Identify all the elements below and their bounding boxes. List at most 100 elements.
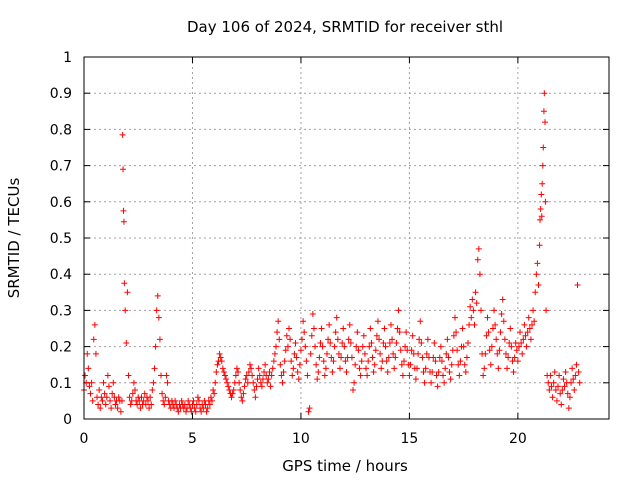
data-point — [376, 336, 383, 343]
data-point — [328, 354, 335, 361]
data-point — [486, 347, 493, 354]
data-point — [489, 325, 496, 332]
data-point — [154, 292, 161, 299]
data-point — [393, 339, 400, 346]
data-point — [545, 379, 552, 386]
data-point — [472, 289, 479, 296]
data-point — [513, 347, 520, 354]
data-point — [149, 387, 156, 394]
data-point — [220, 368, 227, 375]
data-point — [460, 343, 467, 350]
data-point — [276, 336, 283, 343]
data-point — [290, 365, 297, 372]
data-point — [213, 368, 220, 375]
data-point — [450, 332, 457, 339]
data-point — [418, 339, 425, 346]
data-point — [346, 321, 353, 328]
data-point — [527, 336, 534, 343]
data-point — [371, 361, 378, 368]
data-point — [481, 365, 488, 372]
data-point — [318, 325, 325, 332]
data-point — [572, 372, 579, 379]
data-point — [546, 387, 553, 394]
data-point — [118, 397, 125, 404]
y-tick-label: 0.2 — [50, 340, 72, 356]
data-point — [282, 347, 289, 354]
y-tick-label: 0 — [63, 412, 72, 428]
data-point — [397, 347, 404, 354]
data-point — [294, 368, 301, 375]
data-point — [326, 321, 333, 328]
data-point — [531, 318, 538, 325]
data-point — [286, 325, 293, 332]
data-point — [125, 372, 132, 379]
data-point — [534, 260, 541, 267]
y-tick-label: 0.1 — [50, 376, 72, 392]
data-point — [120, 207, 127, 214]
data-point — [530, 307, 537, 314]
data-point — [86, 383, 93, 390]
data-point — [259, 376, 266, 383]
data-point — [339, 339, 346, 346]
data-point — [464, 339, 471, 346]
data-point — [319, 343, 326, 350]
x-axis-label: GPS time / hours — [282, 457, 408, 475]
data-point — [297, 347, 304, 354]
data-point — [322, 365, 329, 372]
data-point — [518, 339, 525, 346]
data-point — [255, 365, 262, 372]
data-point — [374, 318, 381, 325]
data-point — [251, 387, 258, 394]
data-point — [219, 365, 226, 372]
data-point — [82, 372, 89, 379]
y-tick-label: 1 — [63, 50, 72, 66]
data-point — [109, 390, 116, 397]
data-point — [360, 332, 367, 339]
data-point — [230, 387, 237, 394]
data-point — [432, 358, 439, 365]
data-point — [330, 358, 337, 365]
data-point — [494, 350, 501, 357]
data-point — [433, 372, 440, 379]
data-point — [233, 365, 240, 372]
data-point — [557, 390, 564, 397]
data-point — [275, 318, 282, 325]
data-point — [468, 314, 475, 321]
data-point — [353, 343, 360, 350]
data-point — [495, 365, 502, 372]
data-point — [441, 379, 448, 386]
data-point — [292, 339, 299, 346]
data-point — [539, 180, 546, 187]
data-point — [103, 394, 110, 401]
data-point — [456, 372, 463, 379]
data-point — [442, 365, 449, 372]
data-point — [216, 350, 223, 357]
data-point — [403, 329, 410, 336]
data-point — [402, 343, 409, 350]
data-point — [261, 368, 268, 375]
data-point — [241, 383, 248, 390]
data-point — [88, 379, 95, 386]
data-point — [91, 321, 98, 328]
data-point — [155, 314, 162, 321]
data-point — [225, 383, 232, 390]
data-point — [455, 361, 462, 368]
data-point — [573, 361, 580, 368]
data-point — [389, 336, 396, 343]
data-point — [287, 336, 294, 343]
data-point — [419, 354, 426, 361]
data-point — [236, 379, 243, 386]
data-point — [252, 394, 259, 401]
data-point — [570, 376, 577, 383]
data-point — [192, 408, 199, 415]
y-tick-label: 0.9 — [50, 86, 72, 102]
data-point — [92, 350, 99, 357]
data-point — [104, 372, 111, 379]
data-point — [315, 368, 322, 375]
x-tick-label: 20 — [509, 431, 527, 447]
data-point — [354, 329, 361, 336]
data-point — [312, 343, 319, 350]
data-point — [182, 408, 189, 415]
data-point — [395, 307, 402, 314]
